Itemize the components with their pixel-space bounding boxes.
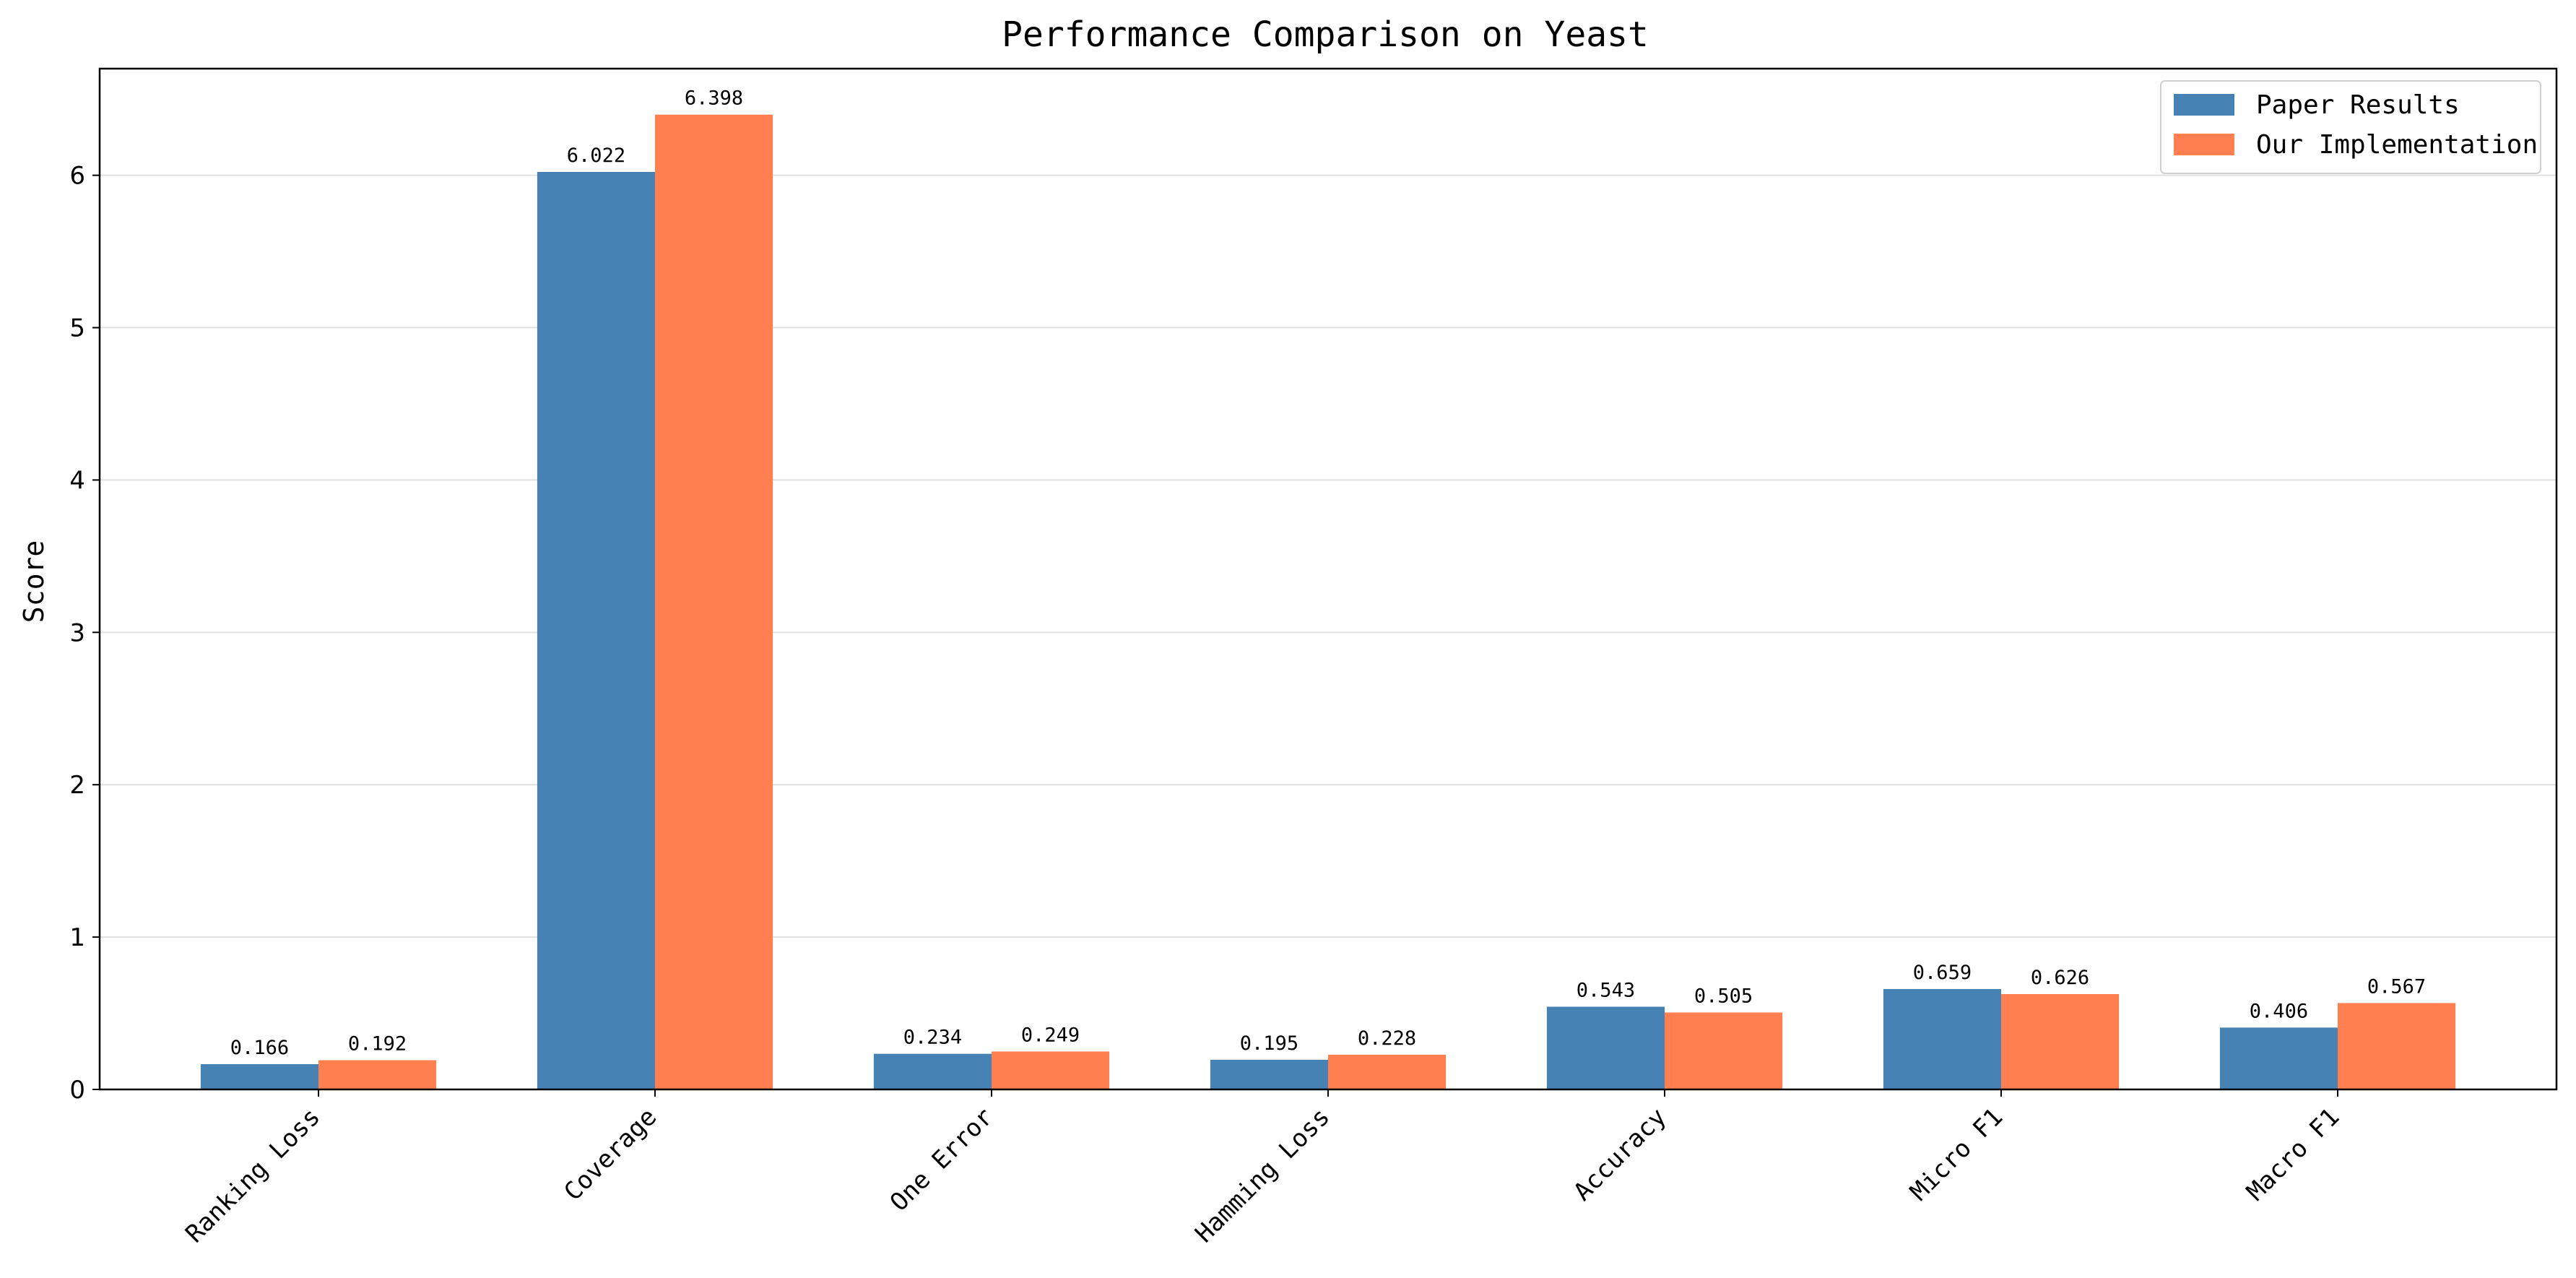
bar: [2001, 993, 2120, 1089]
data-label: 0.166: [230, 1037, 289, 1059]
legend-label: Our Implementation: [2256, 130, 2538, 160]
x-tick-label: Hamming Loss: [1189, 1102, 1335, 1248]
data-label: 6.398: [685, 87, 743, 110]
data-label: 0.192: [348, 1033, 407, 1055]
bar: [2219, 1027, 2338, 1089]
y-tick-label: 2: [69, 771, 85, 800]
grid-lines: [100, 174, 2557, 938]
data-label: 0.228: [1358, 1027, 1416, 1050]
legend: Paper Results Our Implementation: [2160, 80, 2541, 174]
y-axis-ticks: 0 1 2 3 4 5 6: [69, 162, 100, 1105]
legend-box: [2160, 80, 2541, 174]
data-label: 0.567: [2367, 975, 2426, 998]
y-tick-label: 6: [69, 162, 85, 191]
x-tick-label: Coverage: [558, 1102, 662, 1206]
data-labels: 0.166 0.192 6.022 6.398 0.234 0.249 0.195 0.228…: [230, 87, 2426, 1059]
y-tick-label: 1: [69, 923, 85, 952]
bar: [873, 1053, 992, 1089]
y-axis-label: Score: [18, 540, 50, 623]
bar: [992, 1051, 1110, 1089]
bar: [537, 171, 655, 1089]
x-tick-label: Accuracy: [1568, 1102, 1672, 1206]
data-label: 0.195: [1240, 1032, 1298, 1055]
data-label: 6.022: [567, 144, 625, 167]
data-label: 0.234: [903, 1027, 962, 1049]
data-label: 0.543: [1577, 979, 1635, 1001]
legend-swatch: [2174, 134, 2234, 155]
bar: [2338, 1003, 2456, 1089]
x-axis-ticks: Ranking Loss Coverage One Error Hamming Los…: [180, 1089, 2345, 1248]
data-label: 0.406: [2250, 1000, 2308, 1022]
y-tick-label: 0: [69, 1076, 85, 1105]
data-label: 0.659: [1913, 962, 1972, 984]
bar: [655, 114, 773, 1090]
legend-label: Paper Results: [2256, 90, 2460, 120]
bar: [1883, 989, 2001, 1089]
y-tick-label: 3: [69, 618, 85, 647]
bar: [318, 1060, 437, 1089]
x-tick-label: Micro F1: [1904, 1102, 2008, 1206]
legend-swatch: [2174, 94, 2234, 116]
bar: [1210, 1059, 1328, 1089]
plot-frame: [98, 67, 2558, 1091]
x-tick-label: Macro F1: [2241, 1102, 2345, 1206]
bar: [1328, 1054, 1447, 1089]
data-label: 0.626: [2031, 967, 2089, 989]
chart-title: Performance Comparison on Yeast: [1002, 14, 1649, 55]
bar: [200, 1063, 318, 1089]
y-tick-label: 4: [69, 466, 85, 495]
bar: [1665, 1012, 1783, 1089]
bars: [200, 114, 2456, 1090]
x-tick-label: Ranking Loss: [180, 1102, 326, 1248]
x-tick-label: One Error: [885, 1102, 999, 1217]
data-label: 0.505: [1694, 985, 1753, 1007]
data-label: 0.249: [1021, 1024, 1080, 1046]
bar: [1546, 1006, 1665, 1089]
y-tick-label: 5: [69, 314, 85, 343]
